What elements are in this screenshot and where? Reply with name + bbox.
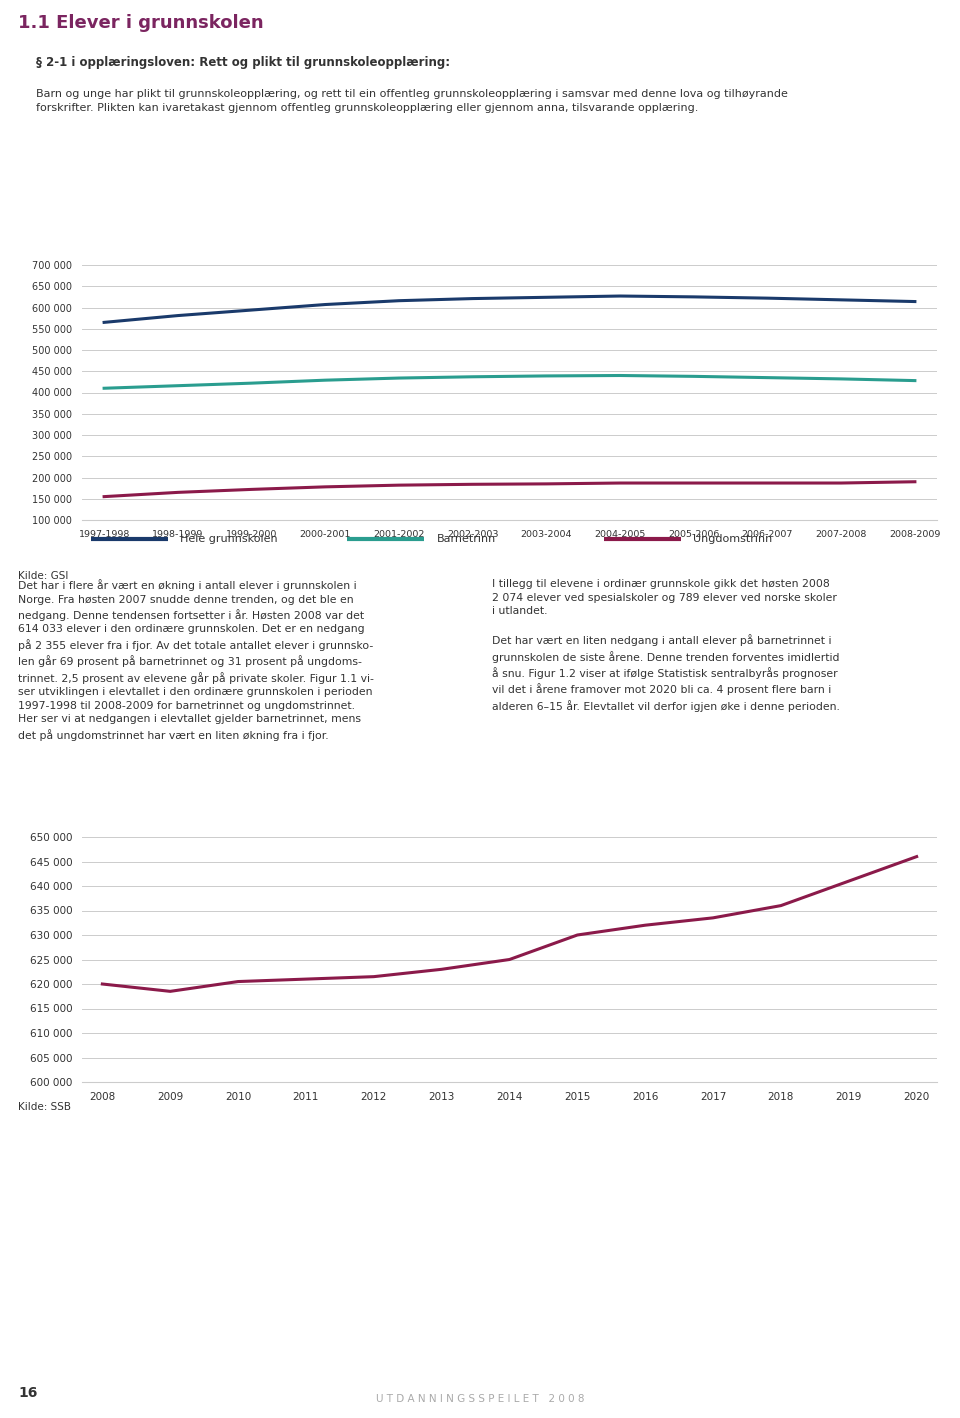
Text: Hele grunnskolen: Hele grunnskolen <box>180 535 278 545</box>
Text: Figur 1.2: Forventet antall barn i aldersgruppen 6–15 år per 1. januar hvert år.: Figur 1.2: Forventet antall barn i alder… <box>14 763 711 794</box>
Text: Kilde: SSB: Kilde: SSB <box>18 1102 71 1112</box>
Text: Figur 1.1: Utviklingen i elevtallet i perioden 1998–1999 til 2008–2009 for hele : Figur 1.1: Utviklingen i elevtallet i pe… <box>14 194 710 225</box>
Text: Kilde: GSI: Kilde: GSI <box>18 571 68 581</box>
Text: Barn og unge har plikt til grunnskoleopplæring, og rett til ein offentleg grunns: Barn og unge har plikt til grunnskoleopp… <box>36 89 788 113</box>
Text: Ungdomstrinn: Ungdomstrinn <box>693 535 773 545</box>
Text: 1.1 Elever i grunnskolen: 1.1 Elever i grunnskolen <box>18 14 264 33</box>
Text: § 2-1 i opplæringsloven: Rett og plikt til grunnskoleopplæring:: § 2-1 i opplæringsloven: Rett og plikt t… <box>36 55 450 68</box>
Text: U T D A N N I N G S S P E I L E T   2 0 0 8: U T D A N N I N G S S P E I L E T 2 0 0 … <box>375 1394 585 1404</box>
Text: Det har i flere år vært en økning i antall elever i grunnskolen i
Norge. Fra høs: Det har i flere år vært en økning i anta… <box>18 579 373 740</box>
Text: Barnetrinn: Barnetrinn <box>437 535 496 545</box>
Text: 16: 16 <box>18 1385 37 1400</box>
Text: I tillegg til elevene i ordinær grunnskole gikk det høsten 2008
2 074 elever ved: I tillegg til elevene i ordinær grunnsko… <box>492 579 840 712</box>
